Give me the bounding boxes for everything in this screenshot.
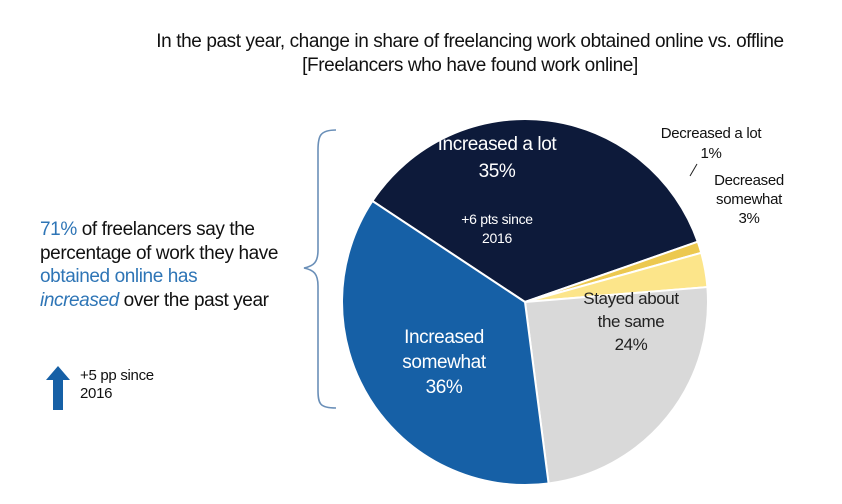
since-line-2: 2016 <box>80 385 113 402</box>
callout-obtained-online: obtained online has <box>40 266 198 287</box>
pie-slices <box>341 118 709 486</box>
callout-text-part-2: over the past year <box>118 289 269 311</box>
pie-labels: Increased a lot 35% +6 pts since 2016 Increa… <box>402 125 784 398</box>
up-arrow-icon <box>46 366 70 410</box>
chart-title-line-1: In the past year, change in share of fre… <box>156 31 784 52</box>
since-2016-note: +5 pp since 2016 <box>80 367 154 403</box>
slice-label-stayed-about-same: Stayed about the same 24% <box>583 289 679 354</box>
callout-text-part-1: of freelancers say the percentage of wor… <box>40 219 279 264</box>
callout-text: 71% of freelancers say the percentage of… <box>40 218 280 312</box>
slice-label-decreased-somewhat: Decreased somewhat 3% <box>714 172 784 227</box>
callout-increased: increased <box>40 289 119 311</box>
chart-title: In the past year, change in share of fre… <box>110 30 830 78</box>
leader-line-decreased-a-lot <box>689 163 698 177</box>
pie-outline <box>341 118 709 486</box>
slice-note-increased-a-lot: +6 pts since 2016 <box>461 211 533 246</box>
slice-label-decreased-a-lot: Decreased a lot 1% <box>661 125 763 162</box>
slice-label-increased-a-lot: Increased a lot 35% <box>438 134 558 182</box>
curly-brace-icon <box>303 129 337 409</box>
since-line-1: +5 pp since <box>80 367 154 384</box>
callout-percent: 71% <box>40 219 77 240</box>
slice-label-increased-somewhat: Increased somewhat 36% <box>402 327 487 398</box>
chart-title-line-2: [Freelancers who have found work online] <box>302 55 638 76</box>
up-arrow-shape <box>46 366 70 410</box>
